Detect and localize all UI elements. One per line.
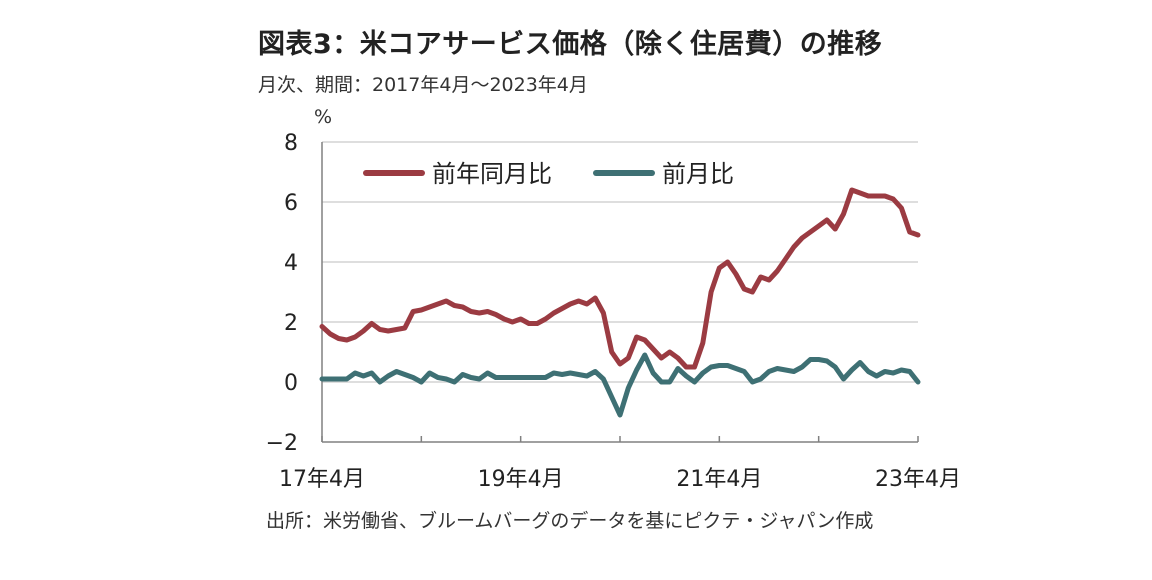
legend-label: 前月比 bbox=[662, 160, 734, 188]
x-tick-label: 23年4月 bbox=[875, 467, 961, 492]
y-tick-label: 4 bbox=[284, 251, 298, 276]
y-unit-label: % bbox=[314, 106, 333, 128]
y-tick-label: 6 bbox=[284, 191, 298, 216]
y-tick-label: 0 bbox=[284, 371, 298, 396]
series-lines bbox=[319, 187, 921, 418]
y-tick-label: 8 bbox=[284, 131, 298, 156]
series-line-yoy bbox=[319, 187, 921, 370]
axes: −2 0 2 4 6 8 17年4月 19年4月 21年4月 23年4月 bbox=[266, 131, 961, 492]
x-tick-label: 21年4月 bbox=[676, 467, 762, 492]
chart-subtitle: 月次、期間：2017年4月～2023年4月 bbox=[258, 74, 588, 96]
x-tick-label: 17年4月 bbox=[279, 467, 365, 492]
gridlines bbox=[322, 141, 918, 383]
chart-title: 図表3：米コアサービス価格（除く住居費）の推移 bbox=[258, 29, 883, 60]
y-tick-label: 2 bbox=[284, 311, 298, 336]
x-tick-label: 19年4月 bbox=[478, 467, 564, 492]
source-note: 出所：米労働省、ブルームバーグのデータを基にピクテ・ジャパン作成 bbox=[266, 510, 874, 532]
series-line-mom bbox=[319, 352, 921, 418]
legend-label: 前年同月比 bbox=[432, 160, 552, 188]
legend: 前年同月比 前月比 bbox=[363, 160, 734, 188]
y-tick-label: −2 bbox=[266, 431, 298, 456]
